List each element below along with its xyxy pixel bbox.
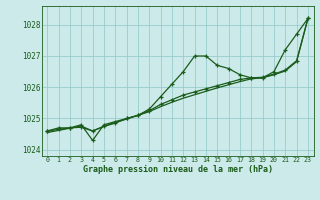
X-axis label: Graphe pression niveau de la mer (hPa): Graphe pression niveau de la mer (hPa) — [83, 165, 273, 174]
